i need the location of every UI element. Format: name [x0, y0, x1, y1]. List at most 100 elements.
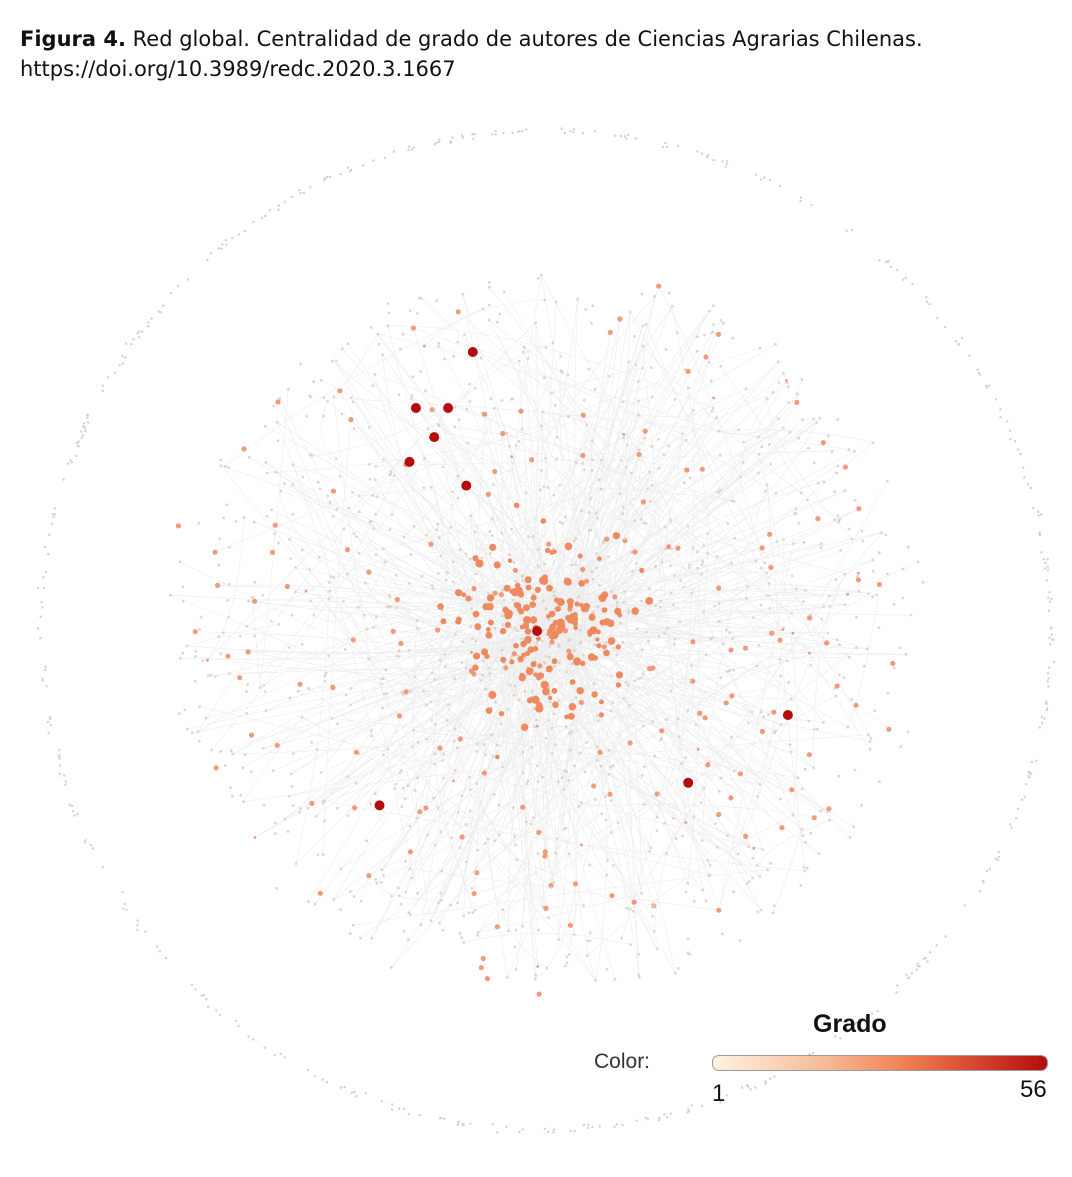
node [867, 592, 870, 595]
node [853, 768, 857, 772]
isolated-node [362, 164, 365, 167]
node [669, 689, 673, 693]
node [396, 713, 403, 719]
node [546, 541, 552, 547]
node [422, 486, 426, 490]
node [666, 626, 669, 630]
node [633, 679, 637, 682]
isolated-node [48, 716, 51, 719]
node [475, 782, 479, 786]
node [544, 607, 548, 610]
isolated-node [101, 389, 105, 393]
isolated-node [76, 812, 79, 816]
node [493, 561, 501, 569]
node [640, 499, 647, 505]
node [564, 542, 573, 551]
node [667, 444, 670, 448]
node [435, 627, 441, 633]
node [648, 470, 652, 474]
node [786, 385, 790, 388]
isolated-node [1047, 596, 1050, 600]
isolated-node [1040, 722, 1044, 725]
node [193, 679, 197, 683]
node [352, 532, 356, 535]
node [507, 558, 513, 563]
node [321, 853, 325, 856]
node [437, 745, 443, 751]
node [359, 899, 363, 903]
node [284, 583, 290, 589]
node [584, 308, 588, 311]
node [598, 712, 604, 718]
node [588, 939, 592, 943]
node [185, 727, 189, 731]
node [781, 426, 785, 430]
isolated-node [80, 436, 84, 439]
node [522, 345, 526, 349]
node [530, 635, 533, 638]
node [464, 823, 468, 826]
caption-label: Figura 4. [20, 27, 126, 51]
node [489, 551, 492, 555]
node [234, 520, 238, 523]
node [468, 809, 472, 813]
isolated-node [412, 146, 416, 149]
isolated-node [569, 130, 572, 133]
isolated-node [69, 459, 72, 462]
node [574, 696, 578, 699]
node [373, 373, 377, 376]
node [557, 661, 561, 665]
node [843, 572, 847, 576]
isolated-node [997, 855, 1001, 859]
node [566, 415, 570, 418]
node [737, 771, 744, 777]
node [482, 659, 486, 663]
node [525, 667, 534, 676]
node [614, 607, 622, 615]
isolated-node [252, 220, 255, 224]
node [482, 603, 490, 611]
node [554, 300, 558, 304]
node [642, 428, 648, 434]
isolated-node [994, 398, 997, 401]
isolated-node [48, 533, 51, 537]
node [560, 370, 564, 374]
isolated-node [71, 810, 75, 813]
node [272, 769, 275, 773]
node [595, 566, 599, 570]
node [537, 663, 543, 669]
isolated-node [494, 133, 497, 136]
node [489, 543, 497, 551]
node [599, 699, 604, 705]
node [370, 734, 374, 738]
node [407, 648, 411, 652]
node [324, 671, 328, 675]
node [593, 643, 597, 647]
isolated-node [440, 1116, 443, 1120]
isolated-node [451, 136, 454, 139]
node [456, 496, 460, 500]
node [558, 520, 562, 524]
node [637, 677, 640, 681]
isolated-node [491, 133, 494, 136]
isolated-node [62, 478, 65, 481]
node [797, 522, 801, 525]
node [719, 364, 723, 368]
node [543, 298, 546, 302]
node [401, 786, 405, 790]
node [615, 600, 619, 604]
node [375, 615, 378, 619]
isolated-node [158, 950, 161, 953]
node [346, 342, 350, 345]
isolated-node [587, 1123, 590, 1127]
node [685, 368, 691, 374]
node [637, 399, 641, 403]
node [800, 787, 804, 791]
node [433, 843, 437, 847]
node [553, 404, 557, 407]
node [386, 302, 390, 305]
node [738, 939, 742, 942]
node [500, 648, 504, 652]
node [181, 600, 185, 603]
node [595, 745, 599, 748]
